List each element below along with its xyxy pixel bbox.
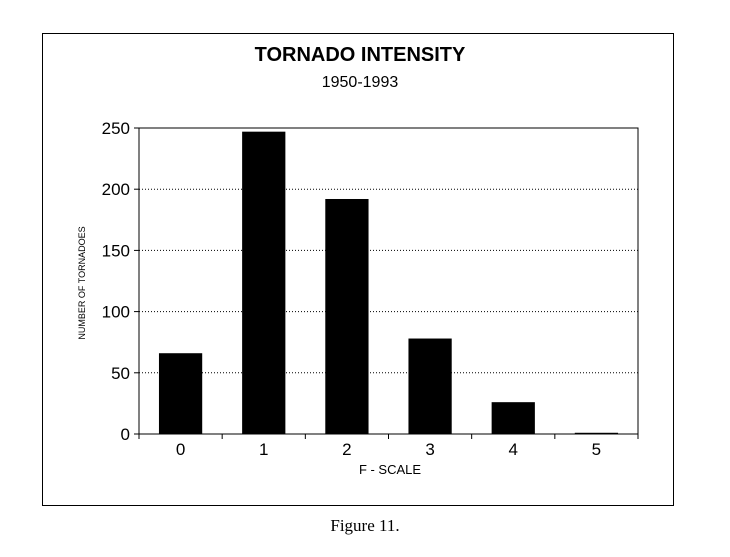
y-tick-label: 150	[102, 241, 130, 260]
chart-frame	[42, 33, 674, 506]
y-tick-label: 250	[102, 119, 130, 138]
bar-f3	[408, 338, 452, 434]
bar-f0	[158, 353, 203, 434]
bar-f5	[574, 432, 619, 434]
y-axis-label: NUMBER OF TORNADOES	[77, 226, 87, 339]
x-tick-label: 5	[592, 440, 601, 459]
y-axis-ticks: 0 50 100 150 200 250	[102, 119, 139, 444]
x-tick-label: 0	[176, 440, 185, 459]
bar-f4	[491, 402, 535, 434]
x-axis-ticks: 0 1 2 3 4 5	[138, 434, 639, 459]
plot-area	[138, 127, 639, 435]
gridlines	[139, 188, 638, 374]
x-tick-label: 2	[342, 440, 351, 459]
x-tick-label: 1	[259, 440, 268, 459]
bar-f1	[242, 131, 286, 434]
y-tick-label: 0	[121, 425, 130, 444]
x-tick-label: 4	[509, 440, 518, 459]
x-axis-label: F - SCALE	[359, 462, 421, 477]
bars	[158, 131, 619, 434]
bar-f2	[325, 198, 369, 434]
x-tick-label: 3	[425, 440, 434, 459]
y-tick-label: 50	[111, 364, 130, 383]
chart-subtitle: 1950-1993	[322, 74, 399, 91]
figure-caption: Figure 11.	[330, 516, 400, 535]
y-tick-label: 200	[102, 180, 130, 199]
y-tick-label: 100	[102, 303, 130, 322]
chart-title: TORNADO INTENSITY	[255, 44, 466, 66]
